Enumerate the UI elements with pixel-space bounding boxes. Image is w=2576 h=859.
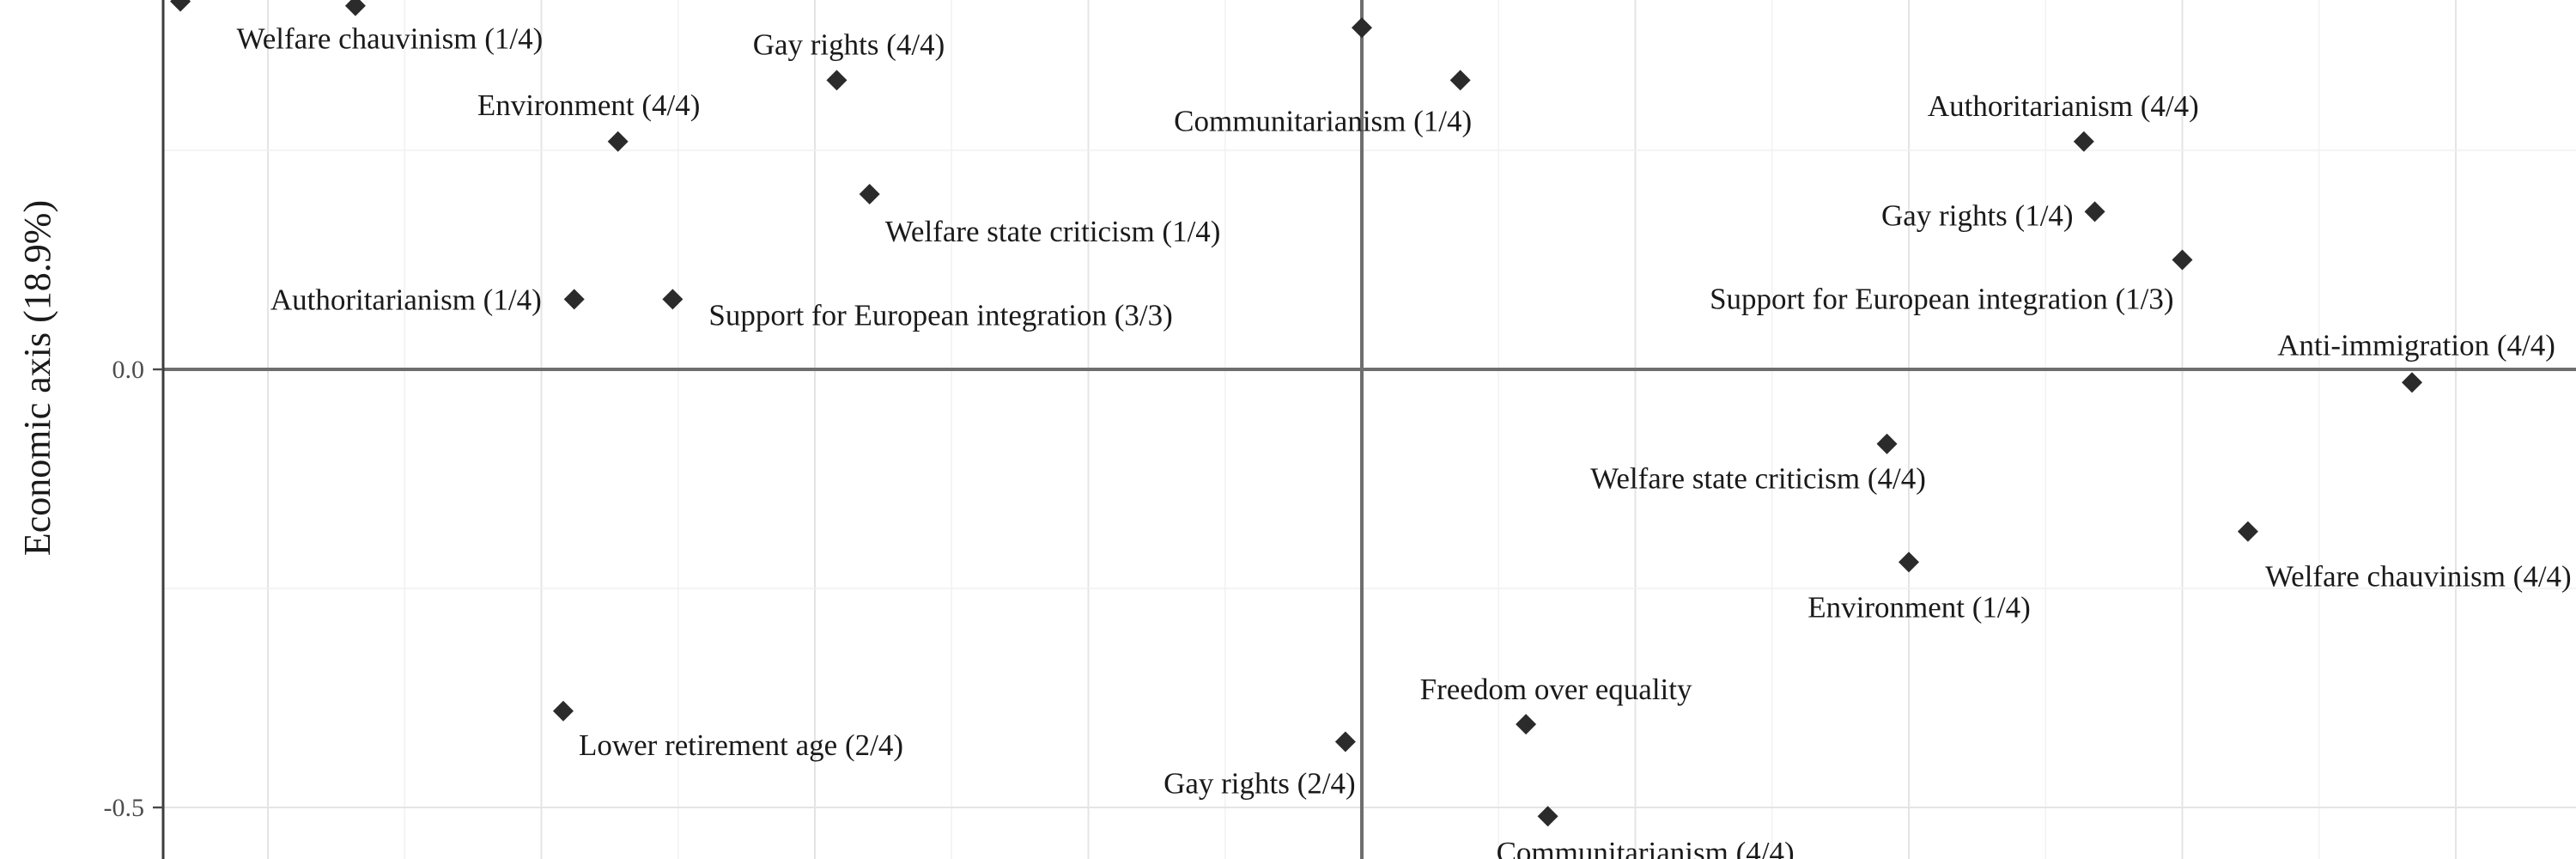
- data-point: [662, 289, 683, 310]
- data-label: Welfare state criticism (4/4): [1590, 462, 1926, 496]
- data-point: [859, 184, 880, 204]
- y-tick-label: -0.5: [104, 794, 145, 822]
- data-point: [2172, 249, 2193, 271]
- data-label: Communitarianism (4/4): [1497, 836, 1795, 859]
- data-point: [344, 0, 366, 16]
- data-point: [607, 131, 629, 152]
- point-labels: Welfare chauvinism (1/4) Gay rights (4/4)…: [237, 22, 2572, 859]
- data-label: Gay rights (2/4): [1163, 767, 1356, 801]
- data-point: [1334, 731, 1356, 752]
- data-point: [2402, 372, 2423, 393]
- data-label: Lower retirement age (2/4): [579, 728, 903, 762]
- data-label: Authoritarianism (1/4): [270, 283, 542, 316]
- data-point: [563, 289, 585, 310]
- data-point: [1449, 70, 1471, 91]
- axes: 0.0 -0.5: [104, 0, 2576, 859]
- data-point: [1899, 551, 1919, 573]
- data-label: Support for European integration (1/3): [1710, 283, 2173, 316]
- data-point: [2073, 131, 2094, 152]
- data-point: [552, 700, 574, 722]
- data-points: [170, 0, 2423, 827]
- data-label: Environment (1/4): [1807, 590, 2031, 624]
- data-point: [2084, 201, 2105, 222]
- data-point: [1537, 806, 1558, 827]
- y-axis-title: Economic axis (18.9%): [16, 200, 58, 556]
- data-point: [1352, 17, 1372, 39]
- data-label: Support for European integration (3/3): [708, 298, 1172, 332]
- data-label: Welfare chauvinism (4/4): [2265, 560, 2572, 594]
- data-label: Gay rights (1/4): [1881, 198, 2074, 232]
- data-label: Environment (4/4): [477, 88, 701, 122]
- data-label: Anti-immigration (4/4): [2277, 328, 2555, 362]
- grid: [163, 0, 2576, 859]
- data-point: [1516, 714, 1537, 735]
- data-point: [826, 70, 848, 91]
- data-label: Communitarianism (1/4): [1174, 104, 1472, 137]
- data-point: [1876, 433, 1898, 454]
- data-label: Authoritarianism (4/4): [1928, 89, 2199, 123]
- data-point: [2237, 521, 2258, 542]
- data-label: Welfare chauvinism (1/4): [237, 22, 544, 56]
- y-tick-label: 0.0: [112, 356, 145, 384]
- data-point: [170, 0, 191, 12]
- data-label: Gay rights (4/4): [753, 27, 945, 61]
- data-label: Welfare state criticism (1/4): [885, 215, 1221, 248]
- data-label: Freedom over equality: [1420, 673, 1692, 706]
